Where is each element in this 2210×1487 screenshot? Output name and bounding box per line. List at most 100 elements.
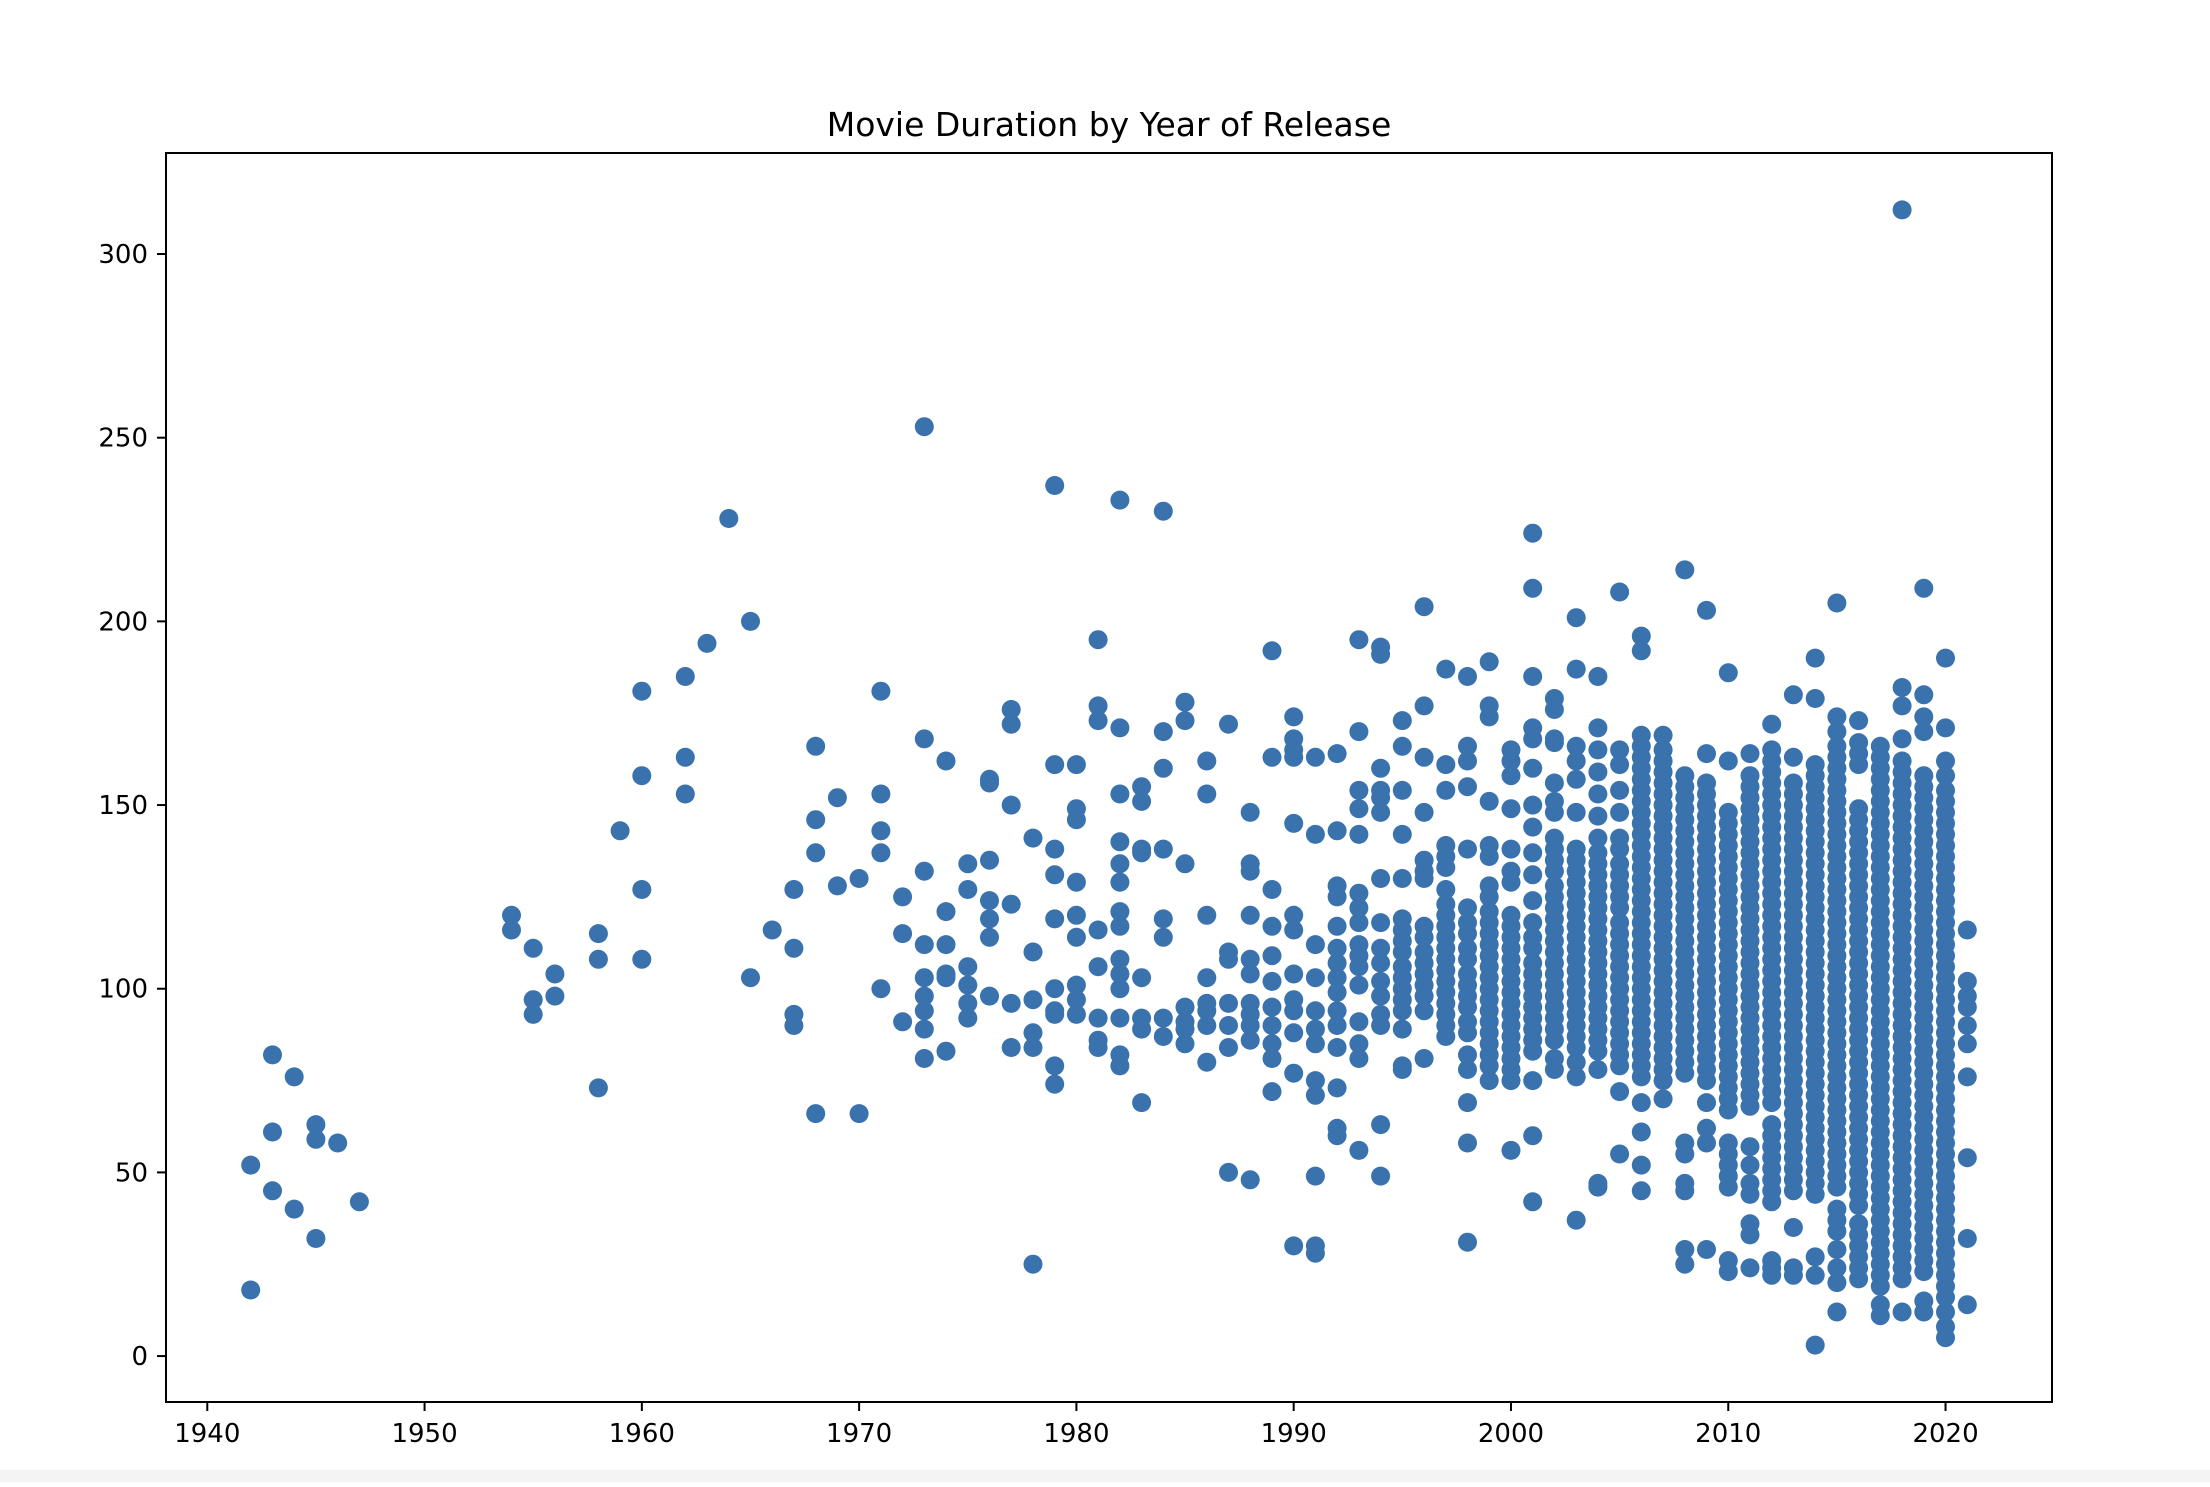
data-point	[349, 1192, 369, 1212]
data-point	[697, 633, 717, 653]
points-layer	[241, 200, 1977, 1355]
data-point	[1523, 795, 1543, 815]
data-point	[1371, 758, 1391, 778]
data-point	[632, 681, 652, 701]
y-tick-label: 50	[115, 1158, 148, 1188]
data-point	[1479, 1056, 1499, 1076]
data-point	[1566, 1038, 1586, 1057]
data-point	[1783, 1265, 1803, 1285]
data-point	[1501, 751, 1521, 771]
data-point	[1740, 1225, 1760, 1245]
data-point	[1001, 795, 1021, 815]
data-point	[1088, 920, 1108, 940]
data-point	[1414, 927, 1434, 947]
data-point	[1001, 894, 1021, 914]
data-point	[1066, 927, 1086, 947]
data-point	[1718, 1262, 1738, 1282]
data-point	[1849, 711, 1869, 731]
data-point	[610, 821, 630, 841]
data-point	[1371, 986, 1391, 1006]
data-point	[1653, 1071, 1673, 1091]
data-point	[1523, 578, 1543, 598]
data-point	[1132, 968, 1152, 988]
data-point	[806, 1104, 826, 1124]
data-point	[1371, 971, 1391, 991]
data-point	[1066, 975, 1086, 995]
data-point	[1566, 802, 1586, 822]
data-point	[1566, 1052, 1586, 1072]
data-point	[1718, 1177, 1738, 1197]
data-point	[1023, 1038, 1043, 1057]
data-point	[1414, 869, 1434, 888]
data-point	[806, 736, 826, 756]
data-point	[1023, 990, 1043, 1010]
data-point	[1392, 869, 1412, 888]
data-point	[1327, 887, 1347, 907]
data-point	[632, 880, 652, 899]
data-point	[806, 843, 826, 863]
data-point	[1610, 1082, 1630, 1102]
data-point	[1436, 1027, 1456, 1046]
data-point	[1414, 696, 1434, 716]
data-point	[1436, 755, 1456, 775]
data-point	[1371, 1016, 1391, 1035]
data-point	[914, 1049, 934, 1068]
data-point	[263, 1122, 282, 1142]
data-point	[1153, 1027, 1173, 1046]
data-point	[1088, 1038, 1108, 1057]
data-point	[1392, 736, 1412, 756]
data-point	[936, 751, 956, 771]
data-point	[1349, 1034, 1369, 1054]
data-point	[914, 968, 934, 988]
data-point	[1284, 1236, 1304, 1256]
data-point	[1675, 1063, 1695, 1083]
data-point	[1371, 1115, 1391, 1135]
data-point	[1544, 1060, 1564, 1079]
data-point	[1479, 847, 1499, 866]
data-point	[1371, 802, 1391, 822]
data-point	[1566, 659, 1586, 679]
y-tick-label: 100	[98, 975, 148, 1005]
data-point	[632, 949, 652, 969]
data-point	[1392, 1001, 1412, 1021]
data-point	[1957, 1295, 1977, 1315]
data-point	[1066, 990, 1086, 1010]
data-point	[1262, 1049, 1282, 1068]
data-point	[1914, 685, 1934, 705]
data-point	[1544, 733, 1564, 753]
data-point	[1240, 949, 1260, 969]
data-point	[1610, 1056, 1630, 1076]
data-point	[980, 850, 999, 870]
data-point	[1849, 755, 1869, 775]
data-point	[1523, 729, 1543, 749]
data-point	[1262, 997, 1282, 1017]
data-point	[632, 766, 652, 786]
data-point	[1392, 780, 1412, 800]
data-point	[1175, 1034, 1195, 1054]
data-point	[1262, 1082, 1282, 1102]
data-point	[1566, 736, 1586, 756]
data-point	[1566, 769, 1586, 789]
data-point	[1045, 476, 1065, 495]
data-point	[1588, 762, 1608, 782]
data-point	[1544, 861, 1564, 881]
data-point	[1327, 1001, 1347, 1021]
data-point	[1349, 1049, 1369, 1068]
data-point	[675, 784, 695, 804]
data-point	[1458, 1232, 1477, 1252]
data-point	[1805, 1247, 1825, 1267]
data-point	[523, 938, 543, 958]
data-point	[1153, 1008, 1173, 1028]
data-point	[914, 1019, 934, 1039]
data-point	[1023, 942, 1043, 962]
data-point	[1523, 913, 1543, 933]
data-point	[1697, 1240, 1716, 1259]
data-point	[1349, 957, 1369, 977]
data-point	[1523, 1041, 1543, 1061]
data-point	[936, 968, 956, 988]
data-point	[1414, 747, 1434, 767]
data-point	[1936, 1302, 1955, 1322]
data-point	[1675, 1144, 1695, 1164]
data-point	[871, 784, 891, 804]
data-point	[502, 920, 521, 940]
